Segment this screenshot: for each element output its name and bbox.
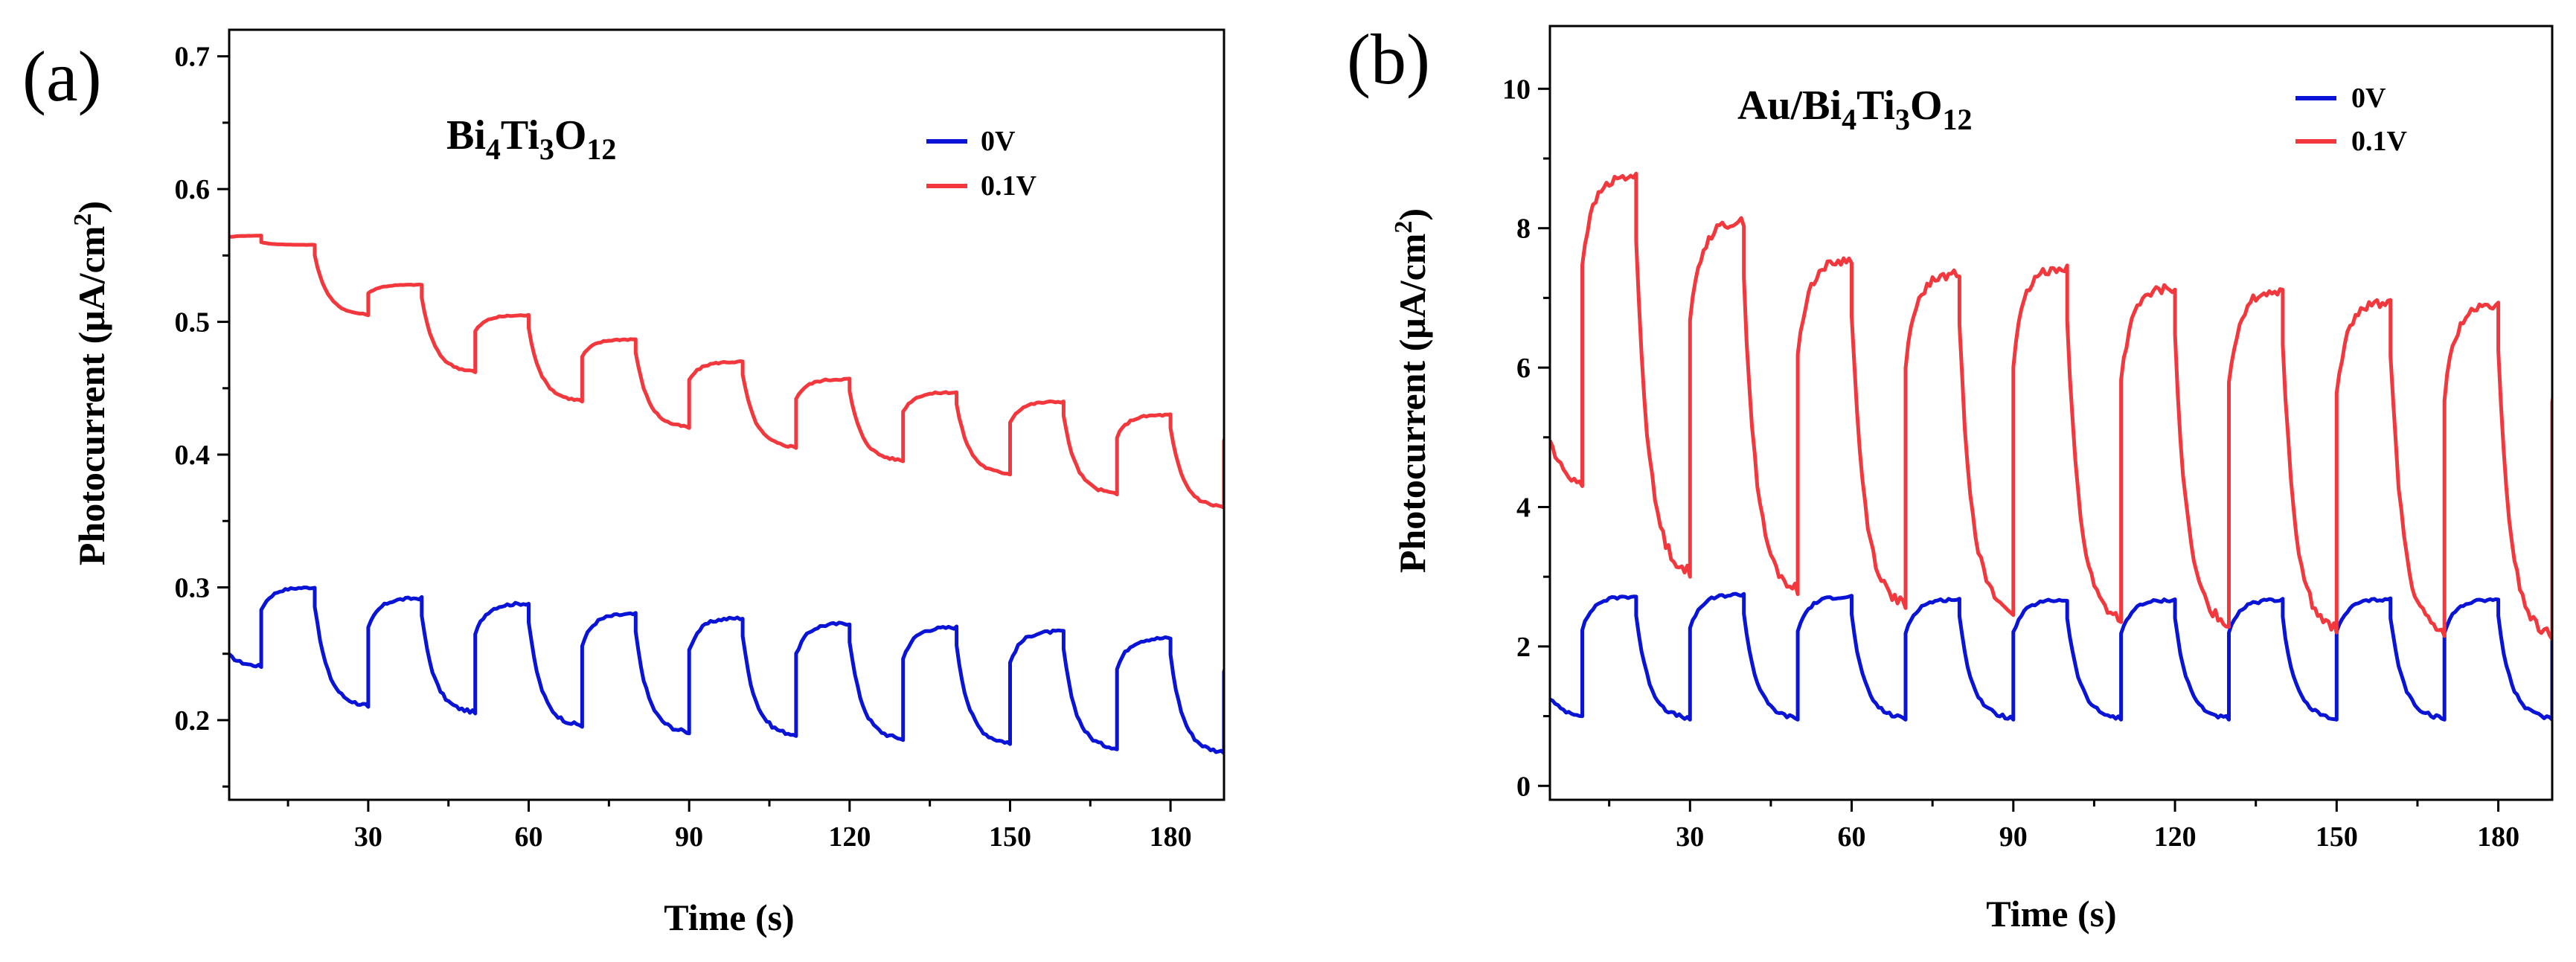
panel-a-x-axis-title: Time (s) [664, 897, 794, 938]
panel-b-y-axis-title: Photocurrent (μA/cm2) [1390, 208, 1433, 573]
panel-a-y-tick-label: 0.6 [175, 174, 211, 205]
panel-a-label: (a) [22, 36, 102, 116]
panel-a-y-tick-label: 0.7 [175, 42, 211, 73]
panel-b-y-tick-label: 4 [1516, 492, 1531, 523]
panel-b-y-tick-label: 10 [1502, 74, 1531, 105]
panel-a-axes-frame [228, 28, 1225, 801]
panel-b: (b) Photocurrent (μA/cm2) Time (s) Au/Bi… [1347, 19, 2554, 934]
panel-b-label: (b) [1347, 19, 1430, 99]
panel-a-chart-title: Bi4Ti3O12 [446, 112, 616, 166]
panel-a-x-tick-label: 150 [989, 821, 1031, 853]
panel-b-x-tick-label: 30 [1676, 821, 1704, 853]
panel-a-x-tick-label: 180 [1150, 821, 1192, 853]
panel-b-x-tick-label: 180 [2477, 821, 2519, 853]
panel-b-chart-title: Au/Bi4Ti3O12 [1737, 83, 1973, 136]
panel-b-series-0v-line [1550, 591, 2552, 722]
panel-b-x-tick-label: 150 [2316, 821, 2358, 853]
panel-a-series-0-1v-line [229, 234, 1224, 510]
legend-label-0v: 0V [981, 126, 1016, 157]
panel-a-x-tick-label: 90 [675, 821, 703, 853]
panel-b-legend: 0V 0.1V [2295, 83, 2408, 157]
panel-a-x-tick-label: 30 [354, 821, 382, 853]
panel-b-series-0-1v-line [1550, 171, 2552, 641]
panel-a-x-tick-label: 60 [515, 821, 543, 853]
panel-a-y-tick-label: 0.3 [175, 572, 211, 603]
panel-b-y-tick-label: 6 [1516, 353, 1531, 384]
panel-b-x-axis-title: Time (s) [1986, 893, 2116, 934]
panel-a-y-tick-label: 0.2 [175, 705, 211, 737]
panel-b-y-tick-label: 2 [1516, 632, 1531, 663]
panel-b-y-tick-label: 8 [1516, 214, 1531, 245]
panel-a-series-0v-line [229, 586, 1224, 755]
panel-a-y-axis-title: Photocurrent (μA/cm2) [69, 201, 112, 565]
panel-b-plot-area: 30 60 90 120 150 180 0 2 4 6 8 10 [1502, 25, 2554, 853]
panel-a-y-tick-label: 0.4 [175, 440, 211, 471]
panel-a-plot-area: 30 60 90 120 150 180 0.2 0.3 0.4 0.5 0.6 0.7 [175, 28, 1225, 853]
legend-label-0v: 0V [2351, 83, 2386, 114]
panel-a-x-tick-label: 120 [828, 821, 871, 853]
panel-a: (a) Photocurrent (μA/cm2) Time (s) Bi4Ti… [22, 28, 1225, 938]
panel-b-x-tick-label: 90 [1999, 821, 2028, 853]
panel-b-axes-frame [1548, 25, 2554, 801]
legend-label-0-1v: 0.1V [2351, 126, 2408, 157]
legend-label-0-1v: 0.1V [981, 170, 1037, 202]
panel-b-x-tick-label: 60 [1838, 821, 1866, 853]
panel-a-y-tick-label: 0.5 [175, 307, 211, 339]
panel-a-legend: 0V 0.1V [926, 126, 1037, 202]
panel-b-y-tick-label: 0 [1516, 771, 1531, 802]
panel-b-x-tick-label: 120 [2154, 821, 2197, 853]
